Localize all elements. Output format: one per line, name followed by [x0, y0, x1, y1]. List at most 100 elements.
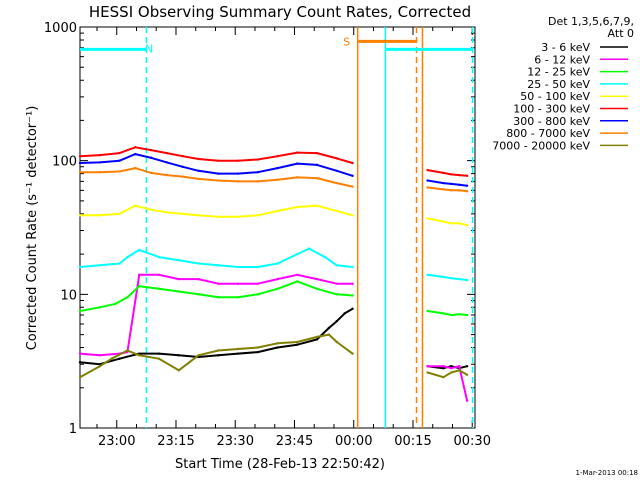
series-point — [197, 277, 200, 281]
series-point — [98, 364, 101, 368]
series-point — [335, 181, 338, 185]
series-point — [98, 306, 101, 309]
y-tick-label: 1 — [69, 422, 77, 437]
series-point — [315, 277, 319, 281]
series-point — [465, 399, 469, 402]
series-point — [138, 285, 141, 288]
series-point — [296, 280, 299, 283]
series-point — [296, 273, 299, 277]
series-point — [256, 158, 259, 161]
series-point — [217, 349, 220, 352]
series-point — [426, 273, 429, 277]
series-point — [351, 282, 354, 285]
series-point — [165, 161, 169, 164]
series-point — [149, 156, 153, 160]
series-point — [217, 179, 220, 182]
series-point — [197, 354, 200, 357]
series-point — [335, 157, 338, 160]
series-point — [149, 148, 153, 152]
series-point — [442, 275, 445, 279]
series-point — [351, 265, 354, 269]
series-point — [149, 171, 153, 175]
series-point — [118, 159, 121, 162]
series-point — [165, 151, 169, 155]
x-tick-label: 00:00 — [335, 434, 372, 449]
series-point — [458, 277, 461, 281]
series-point — [458, 189, 461, 192]
series-point — [98, 153, 101, 157]
series-point — [276, 277, 279, 281]
series-point — [335, 319, 338, 323]
legend-label: 25 - 50 keV — [527, 78, 590, 91]
series-point — [465, 223, 469, 227]
series-point — [335, 282, 338, 285]
series-line — [79, 307, 468, 370]
series-point — [351, 161, 354, 165]
series-point — [98, 214, 101, 217]
series-point — [236, 347, 240, 351]
series-point — [296, 343, 299, 346]
series-point — [442, 188, 445, 191]
series-point — [327, 333, 331, 336]
series-point — [315, 335, 319, 339]
series-point — [465, 364, 469, 368]
series-point — [450, 189, 453, 192]
series-point — [426, 371, 429, 374]
legend-label: 100 - 300 keV — [513, 103, 590, 116]
legend-label: 6 - 12 keV — [534, 53, 590, 66]
series-point — [426, 168, 429, 172]
series-point — [177, 277, 180, 281]
series-point — [181, 165, 184, 168]
series-point — [307, 247, 311, 250]
x-tick-label: 23:00 — [98, 434, 135, 449]
series-point — [78, 161, 82, 165]
series-point — [78, 154, 82, 158]
series-point — [335, 209, 338, 213]
series-point — [351, 185, 354, 188]
series-point — [450, 364, 453, 368]
series-point — [78, 214, 82, 217]
x-tick-label: 23:30 — [217, 434, 254, 449]
series-point — [351, 294, 354, 297]
series-point — [276, 342, 279, 345]
series-point — [157, 357, 161, 360]
series-point — [458, 183, 461, 186]
x-tick-label: 00:15 — [394, 434, 431, 449]
series-point — [276, 154, 279, 158]
series-point — [276, 287, 279, 291]
series-point — [134, 166, 137, 170]
x-tick-label: 23:45 — [276, 434, 313, 449]
series-point — [327, 326, 331, 330]
series-point — [442, 220, 445, 223]
series-point — [335, 293, 338, 296]
footer-timestamp: 1-Mar-2013 00:18 — [576, 469, 638, 477]
series-point — [78, 265, 82, 269]
series-point — [450, 182, 453, 186]
series-point — [157, 273, 161, 277]
series-point — [236, 215, 240, 219]
series-line — [79, 273, 469, 401]
series-point — [197, 157, 200, 161]
series-point — [78, 352, 82, 355]
series-point — [126, 349, 129, 352]
series-point — [256, 282, 259, 285]
series-point — [276, 346, 279, 349]
series-point — [276, 166, 279, 170]
y-tick-label: 10 — [60, 288, 77, 303]
series-point — [465, 373, 469, 377]
series-point — [335, 340, 338, 344]
series-point — [177, 290, 180, 293]
series-point — [134, 152, 137, 156]
series-point — [442, 367, 445, 370]
series-point — [465, 190, 469, 193]
legend-label: 50 - 100 keV — [520, 90, 590, 103]
x-axis-label: Start Time (28-Feb-13 22:50:42) — [175, 457, 385, 472]
legend-label: 12 - 25 keV — [527, 66, 590, 79]
series-point — [165, 173, 169, 177]
series-point — [236, 352, 240, 355]
series-line — [79, 333, 468, 379]
series-point — [296, 252, 299, 256]
series-point — [256, 350, 259, 354]
series-point — [98, 264, 101, 267]
